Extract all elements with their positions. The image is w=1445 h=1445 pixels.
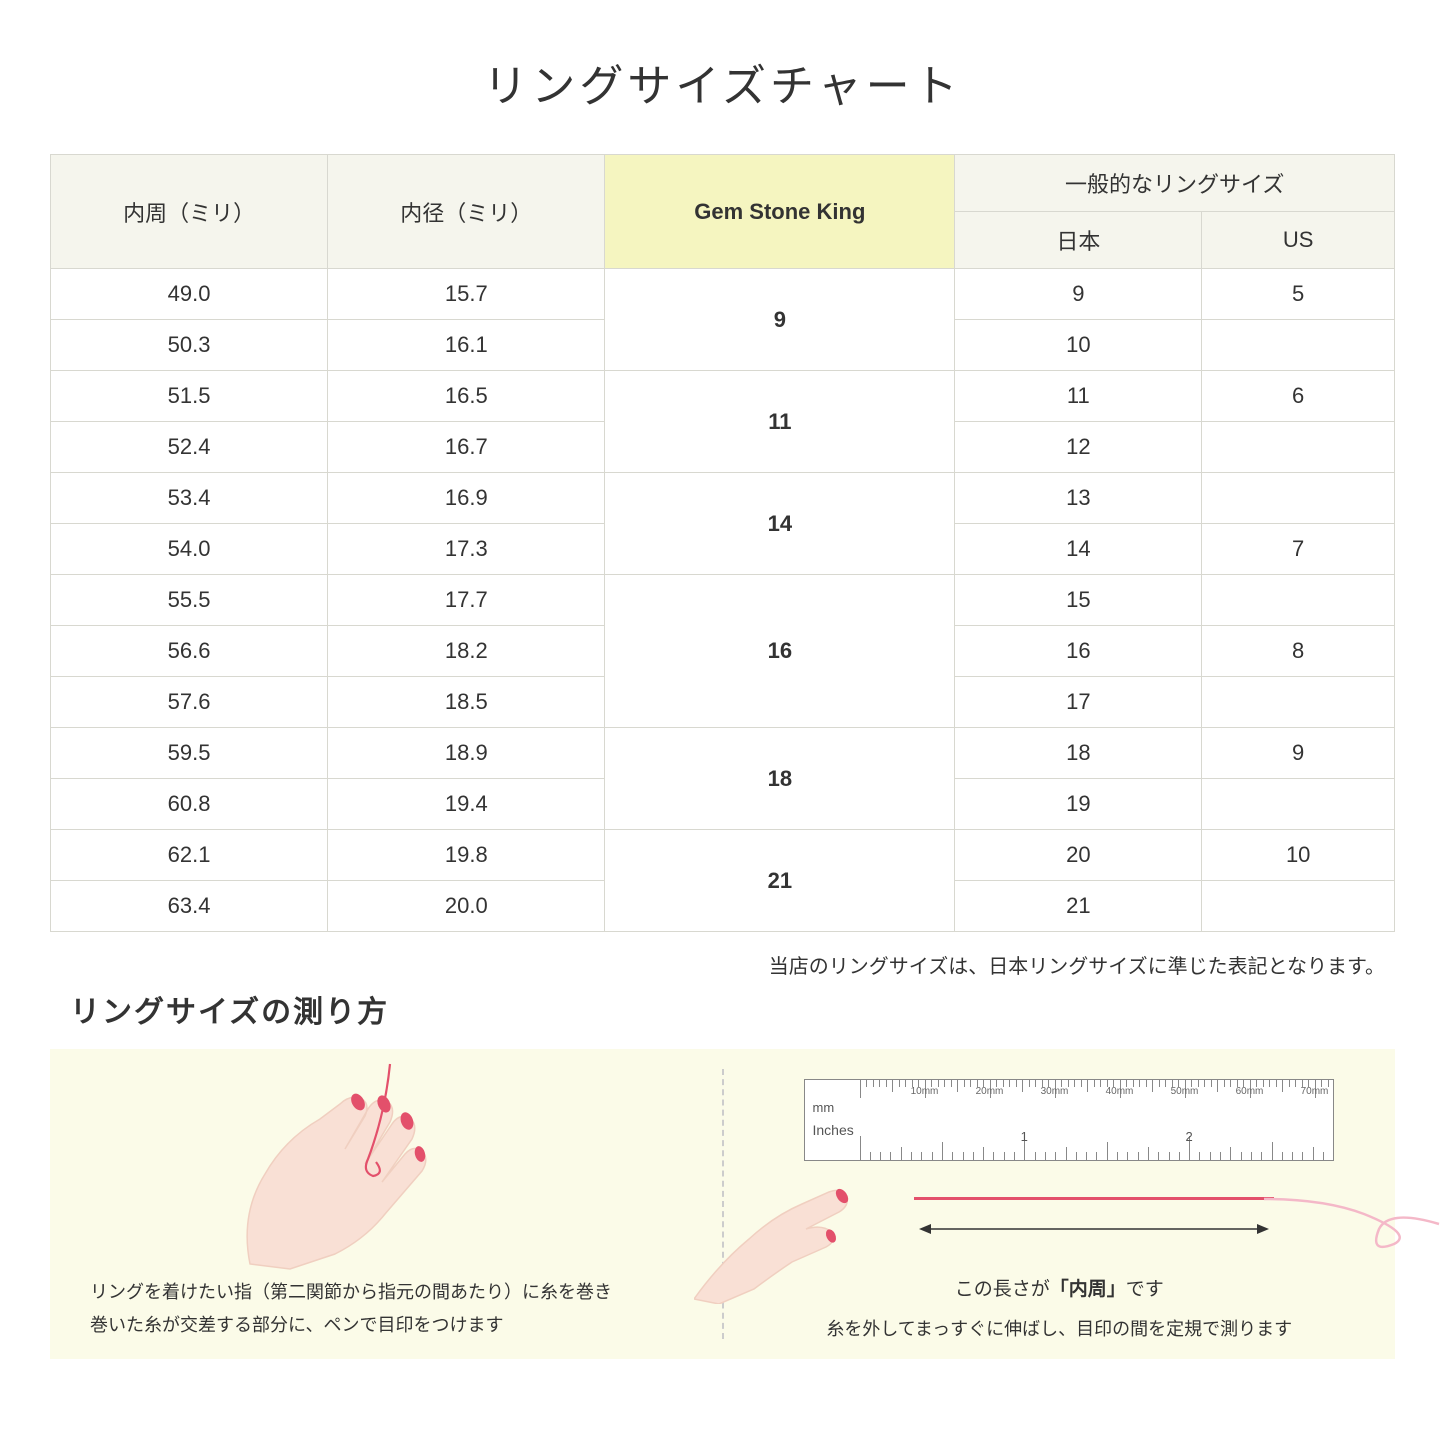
ruler-icon: mm Inches 10mm20mm30mm40mm50mm60mm70mm 1… xyxy=(804,1079,1334,1161)
cell-diameter: 16.5 xyxy=(328,371,605,422)
cell-japan: 13 xyxy=(955,473,1202,524)
guide-step-2: mm Inches 10mm20mm30mm40mm50mm60mm70mm 1… xyxy=(724,1049,1396,1359)
header-us: US xyxy=(1202,212,1395,269)
cell-diameter: 19.8 xyxy=(328,830,605,881)
header-circumference: 内周（ミリ） xyxy=(51,155,328,269)
thread-curl-icon xyxy=(1264,1179,1445,1259)
cell-circumference: 57.6 xyxy=(51,677,328,728)
cell-gsk: 21 xyxy=(605,830,955,932)
cell-japan: 10 xyxy=(955,320,1202,371)
cell-diameter: 16.9 xyxy=(328,473,605,524)
cell-japan: 21 xyxy=(955,881,1202,932)
cell-japan: 9 xyxy=(955,269,1202,320)
cell-japan: 11 xyxy=(955,371,1202,422)
cell-us: 5 xyxy=(1202,269,1395,320)
cell-japan: 12 xyxy=(955,422,1202,473)
cell-diameter: 20.0 xyxy=(328,881,605,932)
cell-diameter: 19.4 xyxy=(328,779,605,830)
table-row: 55.517.71615 xyxy=(51,575,1395,626)
table-row: 49.015.7995 xyxy=(51,269,1395,320)
cell-gsk: 18 xyxy=(605,728,955,830)
cell-us xyxy=(1202,779,1395,830)
cell-us: 9 xyxy=(1202,728,1395,779)
cell-us xyxy=(1202,881,1395,932)
cell-circumference: 52.4 xyxy=(51,422,328,473)
cell-diameter: 17.7 xyxy=(328,575,605,626)
header-general-group: 一般的なリングサイズ xyxy=(955,155,1395,212)
cell-diameter: 18.9 xyxy=(328,728,605,779)
cell-us xyxy=(1202,473,1395,524)
cell-japan: 20 xyxy=(955,830,1202,881)
cell-gsk: 9 xyxy=(605,269,955,371)
cell-circumference: 49.0 xyxy=(51,269,328,320)
cell-gsk: 14 xyxy=(605,473,955,575)
table-row: 51.516.511116 xyxy=(51,371,1395,422)
table-row: 62.119.8212010 xyxy=(51,830,1395,881)
cell-circumference: 53.4 xyxy=(51,473,328,524)
cell-circumference: 50.3 xyxy=(51,320,328,371)
cell-japan: 17 xyxy=(955,677,1202,728)
cell-us: 7 xyxy=(1202,524,1395,575)
cell-circumference: 62.1 xyxy=(51,830,328,881)
cell-circumference: 51.5 xyxy=(51,371,328,422)
cell-us xyxy=(1202,320,1395,371)
guide-step-1-caption: リングを着けたい指（第二関節から指元の間あたり）に糸を巻き 巻いた糸が交差する部… xyxy=(90,1276,702,1341)
cell-circumference: 59.5 xyxy=(51,728,328,779)
cell-us: 8 xyxy=(1202,626,1395,677)
cell-circumference: 54.0 xyxy=(51,524,328,575)
cell-us xyxy=(1202,422,1395,473)
guide-subtitle: リングサイズの測り方 xyxy=(70,987,1395,1031)
cell-gsk: 16 xyxy=(605,575,955,728)
cell-diameter: 16.1 xyxy=(328,320,605,371)
table-note: 当店のリングサイズは、日本リングサイズに準じた表記となります。 xyxy=(50,950,1385,979)
thread-line xyxy=(914,1197,1274,1200)
cell-circumference: 63.4 xyxy=(51,881,328,932)
cell-circumference: 55.5 xyxy=(51,575,328,626)
hand-with-thread-icon xyxy=(190,1054,530,1274)
cell-us: 6 xyxy=(1202,371,1395,422)
cell-japan: 18 xyxy=(955,728,1202,779)
cell-gsk: 11 xyxy=(605,371,955,473)
table-row: 59.518.918189 xyxy=(51,728,1395,779)
cell-japan: 14 xyxy=(955,524,1202,575)
guide-step-2-caption: 糸を外してまっすぐに伸ばし、目印の間を定規で測ります xyxy=(724,1315,1396,1341)
cell-diameter: 18.2 xyxy=(328,626,605,677)
cell-diameter: 17.3 xyxy=(328,524,605,575)
cell-us xyxy=(1202,575,1395,626)
measurement-arrow-icon xyxy=(919,1219,1269,1239)
size-chart-table: 内周（ミリ） 内径（ミリ） Gem Stone King 一般的なリングサイズ … xyxy=(50,154,1395,932)
ruler-mm-label: mm xyxy=(813,1100,835,1115)
guide-step-1: リングを着けたい指（第二関節から指元の間あたり）に糸を巻き 巻いた糸が交差する部… xyxy=(50,1049,722,1359)
cell-diameter: 18.5 xyxy=(328,677,605,728)
cell-japan: 19 xyxy=(955,779,1202,830)
header-diameter: 内径（ミリ） xyxy=(328,155,605,269)
cell-japan: 15 xyxy=(955,575,1202,626)
cell-us xyxy=(1202,677,1395,728)
measurement-label: この長さが「内周」です xyxy=(724,1274,1396,1301)
cell-circumference: 60.8 xyxy=(51,779,328,830)
cell-diameter: 15.7 xyxy=(328,269,605,320)
cell-us: 10 xyxy=(1202,830,1395,881)
header-japan: 日本 xyxy=(955,212,1202,269)
page-title: リングサイズチャート xyxy=(50,50,1395,114)
cell-japan: 16 xyxy=(955,626,1202,677)
header-gsk: Gem Stone King xyxy=(605,155,955,269)
measurement-guide: リングを着けたい指（第二関節から指元の間あたり）に糸を巻き 巻いた糸が交差する部… xyxy=(50,1049,1395,1359)
ruler-inches-label: Inches xyxy=(813,1122,854,1138)
table-row: 53.416.91413 xyxy=(51,473,1395,524)
cell-diameter: 16.7 xyxy=(328,422,605,473)
cell-circumference: 56.6 xyxy=(51,626,328,677)
